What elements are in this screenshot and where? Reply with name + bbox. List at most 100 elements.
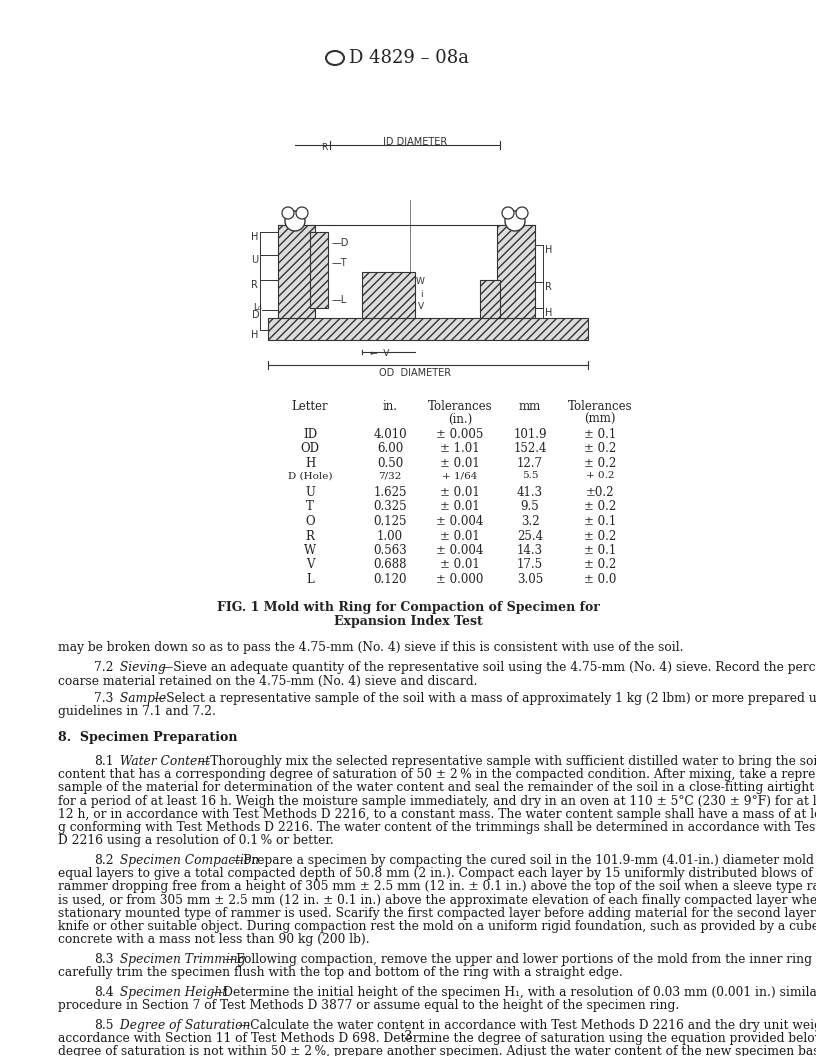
Text: 8.5: 8.5 bbox=[94, 1019, 113, 1032]
Text: V: V bbox=[418, 302, 424, 312]
Bar bbox=[362, 272, 415, 318]
Text: W: W bbox=[416, 277, 425, 286]
Text: 3.2: 3.2 bbox=[521, 515, 539, 528]
Text: for a period of at least 16 h. Weigh the moisture sample immediately, and dry in: for a period of at least 16 h. Weigh the… bbox=[58, 794, 816, 808]
Text: Tolerances: Tolerances bbox=[428, 400, 492, 413]
Text: ± 0.01: ± 0.01 bbox=[440, 559, 480, 571]
Text: sample of the material for determination of the water content and seal the remai: sample of the material for determination… bbox=[58, 781, 816, 794]
Text: Tolerances: Tolerances bbox=[568, 400, 632, 413]
Text: ± 0.01: ± 0.01 bbox=[440, 486, 480, 499]
Text: —Prepare a specimen by compacting the cured soil in the 101.9-mm (4.01-in.) diam: —Prepare a specimen by compacting the cu… bbox=[231, 854, 816, 867]
Text: OD: OD bbox=[300, 442, 320, 455]
Circle shape bbox=[502, 207, 514, 219]
Text: ID: ID bbox=[303, 428, 317, 441]
Text: —Sieve an adequate quantity of the representative soil using the 4.75-mm (No. 4): —Sieve an adequate quantity of the repre… bbox=[161, 661, 816, 675]
Text: ± 0.0: ± 0.0 bbox=[583, 573, 616, 586]
Text: R: R bbox=[545, 282, 552, 293]
Text: procedure in Section 7 of Test Methods D 3877 or assume equal to the height of t: procedure in Section 7 of Test Methods D… bbox=[58, 999, 679, 1013]
Text: ± 0.005: ± 0.005 bbox=[437, 428, 484, 441]
Circle shape bbox=[285, 211, 305, 231]
Text: D (Hole): D (Hole) bbox=[288, 471, 332, 480]
Text: 25.4: 25.4 bbox=[517, 529, 543, 543]
Text: —Following compaction, remove the upper and lower portions of the mold from the : —Following compaction, remove the upper … bbox=[224, 953, 816, 966]
Text: 7/32: 7/32 bbox=[379, 471, 401, 480]
Text: T: T bbox=[306, 501, 314, 513]
Circle shape bbox=[282, 207, 294, 219]
Text: 6.00: 6.00 bbox=[377, 442, 403, 455]
Text: 101.9: 101.9 bbox=[513, 428, 547, 441]
Text: mm: mm bbox=[519, 400, 541, 413]
Text: ± 0.2: ± 0.2 bbox=[584, 559, 616, 571]
Text: U: U bbox=[305, 486, 315, 499]
Text: Sample: Sample bbox=[116, 692, 166, 704]
Text: 0.563: 0.563 bbox=[373, 544, 407, 557]
Text: H: H bbox=[545, 308, 552, 318]
Bar bbox=[278, 225, 315, 318]
Circle shape bbox=[516, 207, 528, 219]
Text: L₀: L₀ bbox=[254, 303, 262, 312]
Bar bbox=[268, 318, 588, 340]
Text: guidelines in 7.1 and 7.2.: guidelines in 7.1 and 7.2. bbox=[58, 704, 216, 718]
Text: ± 0.01: ± 0.01 bbox=[440, 457, 480, 470]
Text: knife or other suitable object. During compaction rest the mold on a uniform rig: knife or other suitable object. During c… bbox=[58, 920, 816, 934]
Text: 0.688: 0.688 bbox=[373, 559, 406, 571]
Text: 1.625: 1.625 bbox=[373, 486, 406, 499]
Circle shape bbox=[505, 211, 525, 231]
Text: —D: —D bbox=[332, 238, 349, 248]
Text: —Determine the initial height of the specimen H₁, with a resolution of 0.03 mm (: —Determine the initial height of the spe… bbox=[211, 986, 816, 999]
Text: ID DIAMETER: ID DIAMETER bbox=[383, 137, 447, 147]
Text: U: U bbox=[251, 254, 258, 265]
Text: 8.4: 8.4 bbox=[94, 986, 113, 999]
Text: —T: —T bbox=[332, 258, 348, 268]
Text: D 4829 – 08a: D 4829 – 08a bbox=[349, 49, 469, 67]
Text: (mm): (mm) bbox=[584, 413, 616, 426]
Text: D 2216 using a resolution of 0.1 % or better.: D 2216 using a resolution of 0.1 % or be… bbox=[58, 834, 334, 847]
Text: ± 0.2: ± 0.2 bbox=[584, 501, 616, 513]
Text: 1.00: 1.00 bbox=[377, 529, 403, 543]
Text: 3.05: 3.05 bbox=[517, 573, 543, 586]
Text: ± 0.004: ± 0.004 bbox=[437, 544, 484, 557]
Text: ± 0.01: ± 0.01 bbox=[440, 501, 480, 513]
Text: ± 0.1: ± 0.1 bbox=[584, 544, 616, 557]
Text: carefully trim the specimen flush with the top and bottom of the ring with a str: carefully trim the specimen flush with t… bbox=[58, 966, 623, 979]
Text: V: V bbox=[306, 559, 314, 571]
Text: 14.3: 14.3 bbox=[517, 544, 543, 557]
Text: ←  V: ← V bbox=[370, 348, 389, 358]
Text: 3: 3 bbox=[404, 1030, 412, 1043]
Text: 8.1: 8.1 bbox=[94, 755, 113, 768]
Text: W: W bbox=[304, 544, 316, 557]
Text: 12.7: 12.7 bbox=[517, 457, 543, 470]
Text: equal layers to give a total compacted depth of 50.8 mm (2 in.). Compact each la: equal layers to give a total compacted d… bbox=[58, 867, 816, 881]
Text: Sieving: Sieving bbox=[116, 661, 166, 675]
Circle shape bbox=[296, 207, 308, 219]
Text: 7.2: 7.2 bbox=[94, 661, 113, 675]
Text: 41.3: 41.3 bbox=[517, 486, 543, 499]
Text: ± 0.2: ± 0.2 bbox=[584, 442, 616, 455]
Bar bbox=[497, 225, 535, 318]
Text: L: L bbox=[306, 573, 314, 586]
Text: degree of saturation is not within 50 ± 2 %, prepare another specimen. Adjust th: degree of saturation is not within 50 ± … bbox=[58, 1045, 816, 1056]
Text: ± 0.1: ± 0.1 bbox=[584, 428, 616, 441]
Text: Degree of Saturation: Degree of Saturation bbox=[116, 1019, 251, 1032]
Text: is used, or from 305 mm ± 2.5 mm (12 in. ± 0.1 in.) above the approximate elevat: is used, or from 305 mm ± 2.5 mm (12 in.… bbox=[58, 893, 816, 907]
Text: 12 h, or in accordance with Test Methods D 2216, to a constant mass. The water c: 12 h, or in accordance with Test Methods… bbox=[58, 808, 816, 821]
Text: 152.4: 152.4 bbox=[513, 442, 547, 455]
Text: —Select a representative sample of the soil with a mass of approximately 1 kg (2: —Select a representative sample of the s… bbox=[154, 692, 816, 704]
Text: 0.325: 0.325 bbox=[373, 501, 407, 513]
Text: 7.3: 7.3 bbox=[94, 692, 113, 704]
Text: —Thoroughly mix the selected representative sample with sufficient distilled wat: —Thoroughly mix the selected representat… bbox=[198, 755, 816, 768]
Text: 0.125: 0.125 bbox=[373, 515, 406, 528]
Text: 0.120: 0.120 bbox=[373, 573, 406, 586]
Ellipse shape bbox=[326, 51, 344, 65]
Text: 8.  Specimen Preparation: 8. Specimen Preparation bbox=[58, 731, 237, 744]
Text: content that has a corresponding degree of saturation of 50 ± 2 % in the compact: content that has a corresponding degree … bbox=[58, 768, 816, 781]
Text: + 0.2: + 0.2 bbox=[586, 471, 614, 480]
Text: 0.50: 0.50 bbox=[377, 457, 403, 470]
Text: 8.2: 8.2 bbox=[94, 854, 113, 867]
Text: —Calculate the water content in accordance with Test Methods D 2216 and the dry : —Calculate the water content in accordan… bbox=[238, 1019, 816, 1032]
Text: 4.010: 4.010 bbox=[373, 428, 407, 441]
Text: (in.): (in.) bbox=[448, 413, 472, 426]
Text: R: R bbox=[321, 143, 327, 152]
Text: ± 0.000: ± 0.000 bbox=[437, 573, 484, 586]
Text: + 1/64: + 1/64 bbox=[442, 471, 477, 480]
